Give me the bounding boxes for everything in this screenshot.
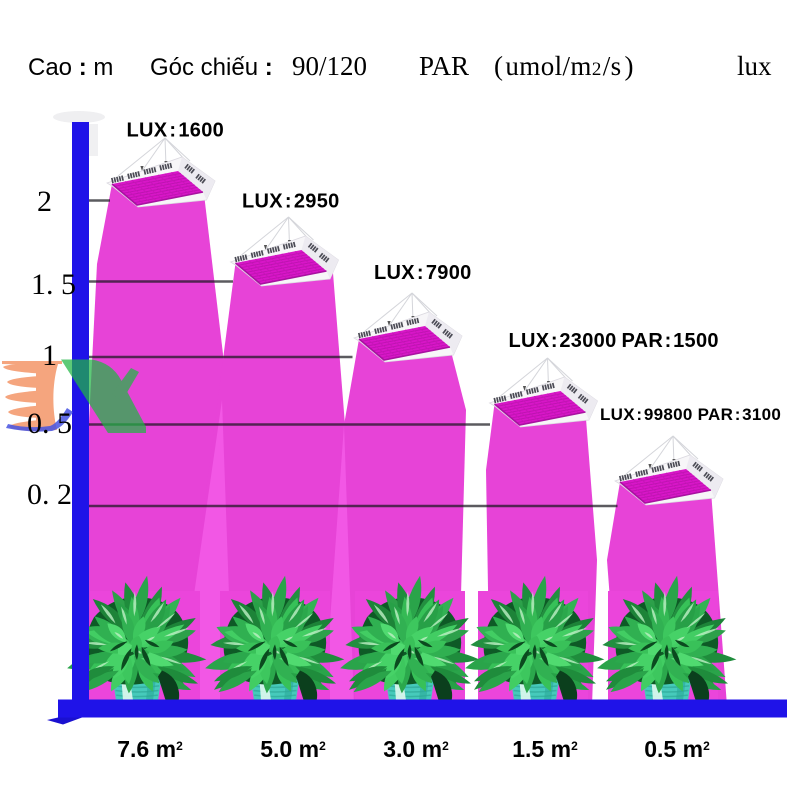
svg-text:(umol/m2/s): (umol/m2/s): [494, 51, 634, 81]
svg-text:90/120: 90/120: [292, 51, 367, 81]
svg-text:0. 2: 0. 2: [27, 478, 72, 511]
svg-text:5.0 m2: 5.0 m2: [260, 736, 326, 762]
svg-text:Cao : m: Cao : m: [28, 54, 113, 81]
svg-text:PAR: PAR: [419, 51, 469, 81]
svg-text:1. 5: 1. 5: [31, 268, 76, 301]
svg-text:7.6 m2: 7.6 m2: [117, 736, 183, 762]
svg-text:LUX:2950: LUX:2950: [242, 191, 340, 213]
svg-text:1.5 m2: 1.5 m2: [512, 736, 578, 762]
svg-text:lux: lux: [737, 51, 772, 81]
svg-text:LUX:7900: LUX:7900: [374, 262, 472, 284]
svg-text:1: 1: [42, 339, 57, 372]
svg-text:2: 2: [37, 185, 52, 218]
svg-text:LUX:1600: LUX:1600: [127, 120, 225, 142]
svg-text:0. 5: 0. 5: [27, 407, 72, 440]
svg-text:Góc chiếu :: Góc chiếu :: [150, 54, 273, 81]
svg-text:0.5 m2: 0.5 m2: [644, 736, 710, 762]
svg-text:3.0 m2: 3.0 m2: [383, 736, 449, 762]
